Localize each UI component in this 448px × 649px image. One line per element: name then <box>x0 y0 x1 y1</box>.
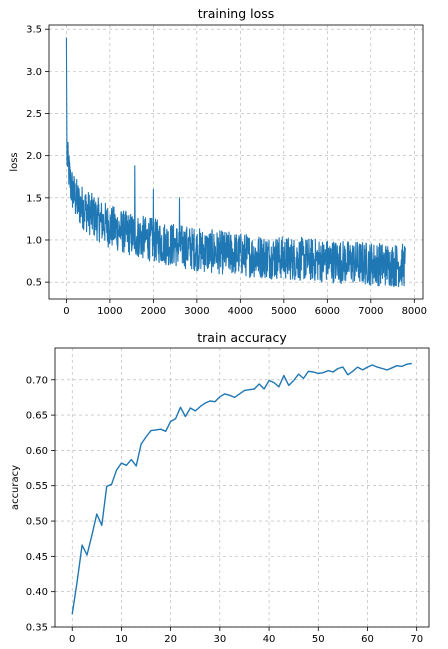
y-tick-label: 0.35 <box>26 623 48 634</box>
x-tick-label: 10 <box>115 634 128 645</box>
loss-plot: 0 1000 2000 3000 4000 5000 6000 7000 8000 0.5 1.0 1… <box>9 6 427 317</box>
x-tick-label: 0 <box>69 634 75 645</box>
series-line <box>71 362 412 615</box>
y-tick-label: 0.50 <box>26 517 48 528</box>
plot-frame <box>48 24 424 300</box>
x-tick-label: 30 <box>213 634 226 645</box>
x-tick-label: 70 <box>410 634 423 645</box>
x-tick-label: 3000 <box>184 306 209 317</box>
x-tick-label: 4000 <box>228 306 253 317</box>
y-tick-label: 0.60 <box>26 446 48 457</box>
x-tick-label: 7000 <box>358 306 383 317</box>
plot-frame <box>54 347 430 628</box>
y-tick-label: 0.65 <box>26 411 48 422</box>
chart-title: train accuracy <box>197 330 287 345</box>
y-tick-label: 3.0 <box>26 67 42 78</box>
x-tick-label: 2000 <box>141 306 166 317</box>
series-line <box>65 37 406 288</box>
y-axis-label: loss <box>9 152 20 171</box>
y-tick-label: 0.70 <box>26 375 48 386</box>
x-tick-label: 8000 <box>402 306 427 317</box>
y-tick-label: 1.5 <box>26 193 42 204</box>
y-tick-label: 1.0 <box>26 235 42 246</box>
x-tick-label: 60 <box>361 634 374 645</box>
x-tick-label: 5000 <box>271 306 296 317</box>
y-tick-label: 2.0 <box>26 151 42 162</box>
y-tick-label: 3.5 <box>26 25 42 36</box>
x-tick-label: 1000 <box>97 306 122 317</box>
y-tick-label: 0.40 <box>26 587 48 598</box>
y-tick-label: 0.5 <box>26 278 42 289</box>
x-tick-label: 6000 <box>315 306 340 317</box>
x-tick-label: 50 <box>312 634 325 645</box>
y-tick-label: 0.55 <box>26 481 48 492</box>
y-tick-label: 2.5 <box>26 109 42 120</box>
x-tick-label: 40 <box>263 634 276 645</box>
x-tick-label: 0 <box>63 306 69 317</box>
y-axis-label: accuracy <box>10 465 21 510</box>
x-tick-label: 20 <box>164 634 177 645</box>
y-tick-label: 0.45 <box>26 552 48 563</box>
chart-title: training loss <box>198 6 275 21</box>
accuracy-plot: 0 10 20 30 40 50 60 70 0.35 0.40 0.45 0.50 0.55 0.60 0… <box>10 330 430 645</box>
